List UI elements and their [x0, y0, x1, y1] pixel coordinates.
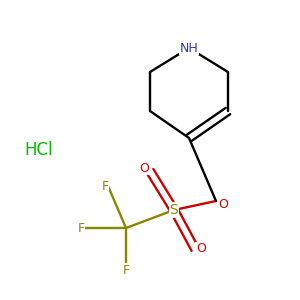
Text: O: O [196, 242, 206, 256]
Text: F: F [101, 179, 109, 193]
Text: O: O [139, 161, 149, 175]
Text: O: O [219, 197, 228, 211]
Text: HCl: HCl [25, 141, 53, 159]
Text: NH: NH [180, 41, 198, 55]
Text: F: F [77, 221, 85, 235]
Text: S: S [169, 203, 178, 217]
Text: F: F [122, 263, 130, 277]
